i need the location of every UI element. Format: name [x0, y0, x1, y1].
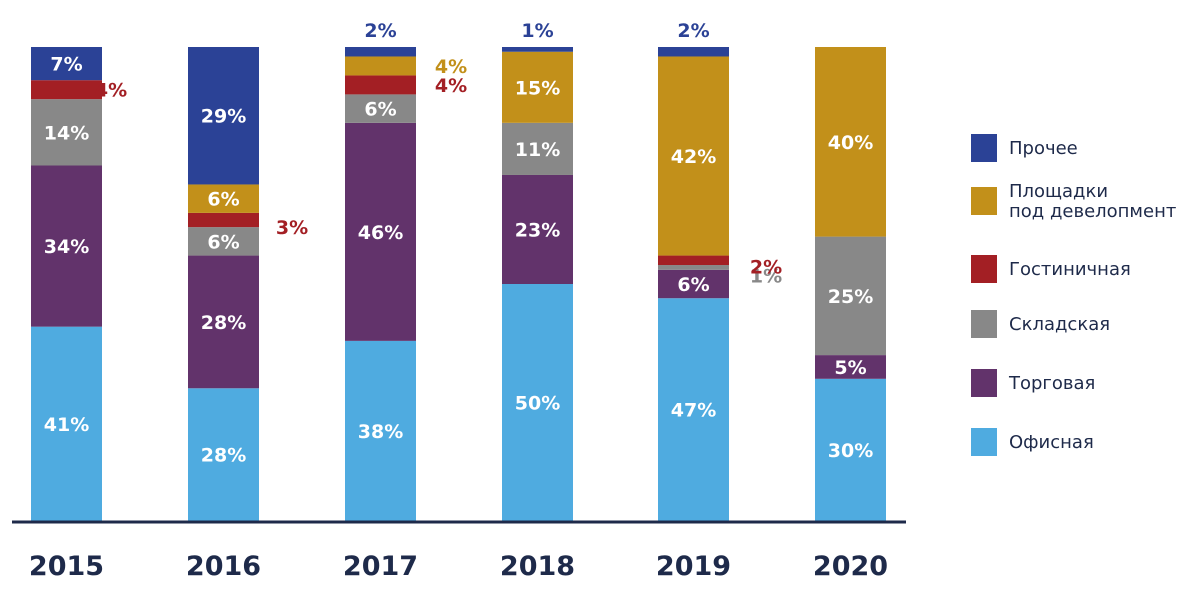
legend-swatch-hotel — [971, 255, 997, 283]
data-labels-group: 41%34%14%4%7%28%28%6%3%6%29%38%46%6%4%4%… — [44, 20, 873, 467]
bar-segment-hotel-2016 — [188, 212, 259, 228]
data-label-hotel-2017: 4% — [435, 75, 467, 97]
legend-label-retail: Торговая — [1008, 373, 1095, 394]
data-label-development-2018: 15% — [515, 77, 560, 99]
bars-group — [31, 47, 886, 521]
bar-segment-retail-2019 — [658, 269, 729, 299]
data-label-other-2018: 1% — [521, 20, 553, 42]
data-label-warehouse-2020: 25% — [828, 286, 873, 308]
data-label-retail-2018: 23% — [515, 219, 560, 241]
data-label-development-2017: 4% — [435, 56, 467, 78]
data-label-warehouse-2016: 6% — [207, 231, 239, 253]
bar-segment-development-2017 — [345, 56, 416, 76]
x-tick-label-2017: 2017 — [343, 551, 418, 582]
data-label-other-2019: 2% — [677, 20, 709, 42]
data-label-development-2020: 40% — [828, 132, 873, 154]
bar-segment-other-2019 — [658, 47, 729, 57]
x-tick-label-2015: 2015 — [29, 551, 104, 582]
bar-segment-hotel-2015 — [31, 80, 102, 100]
legend-swatch-development — [971, 187, 997, 215]
data-label-office-2019: 47% — [671, 400, 716, 422]
legend-label-development: Площадки под девелопмент — [1009, 181, 1176, 222]
data-label-development-2019: 42% — [671, 146, 716, 168]
bar-segment-development-2016 — [188, 184, 259, 213]
data-label-retail-2020: 5% — [834, 357, 866, 379]
legend-label-office: Офисная — [1009, 432, 1094, 453]
legend-label-other: Прочее — [1009, 138, 1078, 159]
bar-segment-office-2018 — [502, 284, 573, 521]
data-label-retail-2015: 34% — [44, 236, 89, 258]
legend: Прочее Площадки под девелопмент Гостиничная… — [971, 134, 1176, 456]
legend-swatch-office — [971, 428, 997, 456]
legend-swatch-retail — [971, 369, 997, 397]
bar-segment-warehouse-2019 — [658, 265, 729, 270]
data-label-office-2016: 28% — [201, 445, 246, 467]
data-label-warehouse-2019: 1% — [750, 265, 782, 287]
bar-segment-office-2016 — [188, 388, 259, 521]
data-label-retail-2017: 46% — [358, 222, 403, 244]
bar-segment-development-2019 — [658, 56, 729, 256]
data-label-warehouse-2015: 14% — [44, 122, 89, 144]
bar-segment-development-2018 — [502, 51, 573, 123]
data-label-office-2017: 38% — [358, 421, 403, 443]
bar-segment-warehouse-2020 — [815, 236, 886, 356]
data-label-warehouse-2018: 11% — [515, 139, 560, 161]
data-label-office-2020: 30% — [828, 440, 873, 462]
data-label-office-2018: 50% — [515, 393, 560, 415]
data-label-retail-2016: 28% — [201, 312, 246, 334]
bar-segment-warehouse-2018 — [502, 122, 573, 175]
x-tick-label-2020: 2020 — [813, 551, 888, 582]
bar-segment-warehouse-2016 — [188, 227, 259, 256]
legend-swatch-warehouse — [971, 310, 997, 338]
x-tick-label-2019: 2019 — [656, 551, 731, 582]
legend-label-warehouse: Складская — [1009, 314, 1110, 335]
bar-segment-other-2017 — [345, 47, 416, 57]
bar-segment-other-2015 — [31, 47, 102, 81]
x-axis-tick-labels: 2015 2016 2017 2018 2019 2020 — [29, 551, 888, 582]
bar-segment-retail-2015 — [31, 165, 102, 327]
bar-segment-retail-2018 — [502, 174, 573, 284]
bar-segment-retail-2016 — [188, 255, 259, 389]
data-label-other-2016: 29% — [201, 106, 246, 128]
data-label-retail-2019: 6% — [677, 274, 709, 296]
bar-segment-warehouse-2017 — [345, 94, 416, 123]
x-tick-label-2016: 2016 — [186, 551, 261, 582]
bar-segment-office-2019 — [658, 298, 729, 521]
x-tick-label-2018: 2018 — [500, 551, 575, 582]
data-label-other-2017: 2% — [364, 20, 396, 42]
bar-segment-office-2017 — [345, 340, 416, 521]
bar-segment-warehouse-2015 — [31, 99, 102, 166]
legend-swatch-other — [971, 134, 997, 162]
bar-segment-hotel-2017 — [345, 75, 416, 95]
bar-segment-office-2015 — [31, 326, 102, 521]
data-label-hotel-2016: 3% — [276, 217, 308, 239]
bar-segment-development-2020 — [815, 47, 886, 237]
data-label-other-2015: 7% — [50, 54, 82, 76]
data-label-office-2015: 41% — [44, 414, 89, 436]
bar-segment-other-2018 — [502, 47, 573, 52]
data-label-hotel-2015: 4% — [95, 80, 127, 102]
bar-segment-retail-2020 — [815, 355, 886, 379]
legend-label-hotel: Гостиничная — [1009, 259, 1131, 280]
bar-segment-other-2016 — [188, 47, 259, 185]
data-label-warehouse-2017: 6% — [364, 99, 396, 121]
data-label-hotel-2019: 2% — [750, 256, 782, 278]
bar-segment-hotel-2019 — [658, 255, 729, 266]
bar-segment-retail-2017 — [345, 122, 416, 341]
bar-segment-office-2020 — [815, 378, 886, 521]
data-label-development-2016: 6% — [207, 189, 239, 211]
